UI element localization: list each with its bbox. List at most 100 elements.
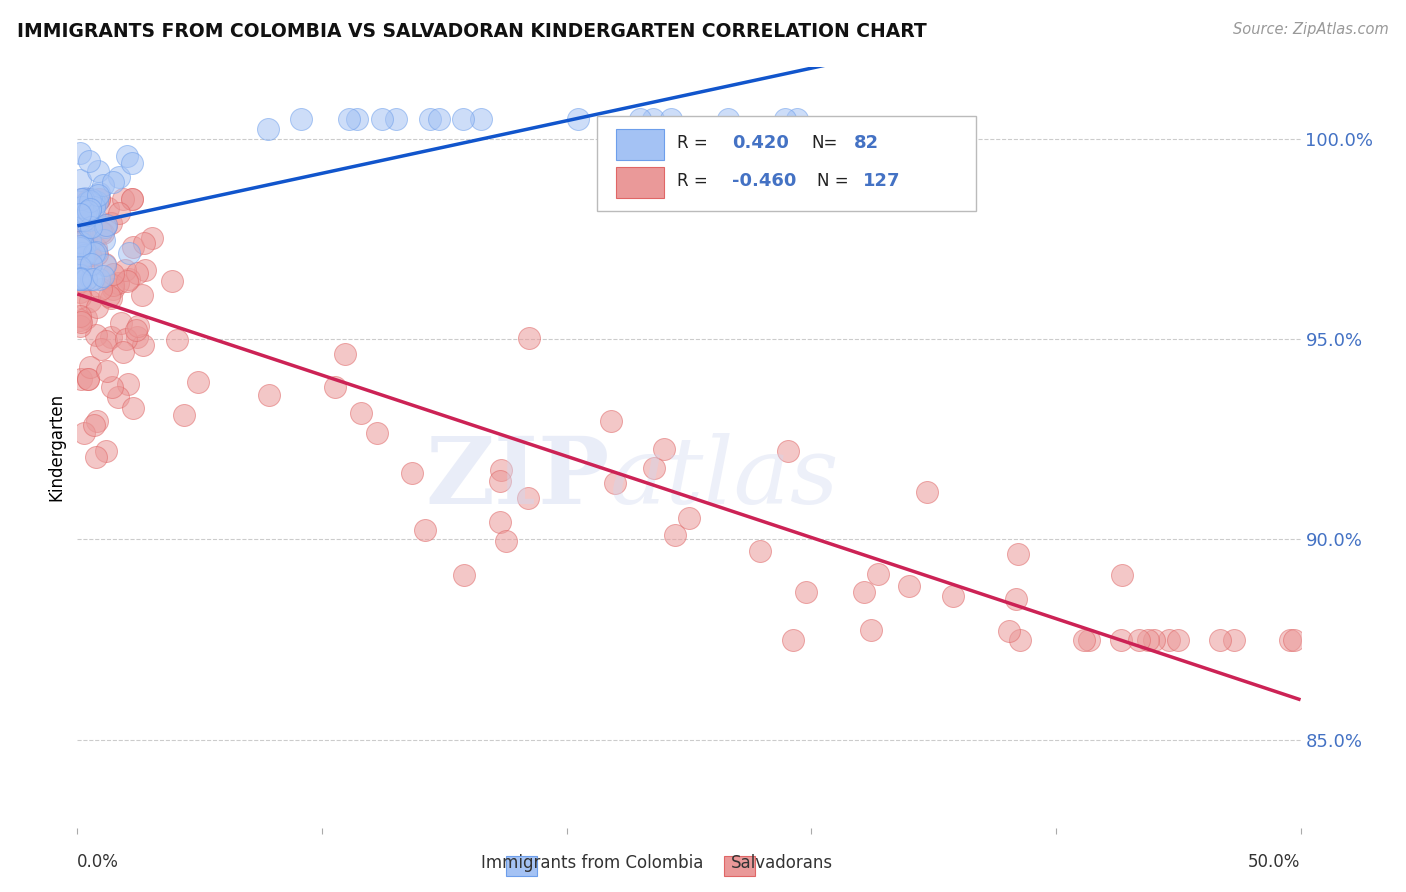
Point [470, 112, 492, 126]
Point [79, 359, 101, 374]
Point [121, 156, 143, 170]
Point [69, 318, 91, 333]
Point [141, 231, 163, 245]
Text: 82: 82 [853, 134, 879, 152]
Point [786, 112, 808, 126]
Point [80, 192, 103, 206]
Point [489, 463, 512, 477]
Point [605, 476, 627, 491]
Point [122, 240, 145, 254]
Point [998, 624, 1021, 638]
Point [87, 187, 110, 202]
Text: R =: R = [676, 172, 707, 190]
Bar [616, 129, 665, 160]
Point [69, 207, 91, 221]
Point [73, 191, 96, 205]
Point [72, 240, 94, 254]
Point [77, 192, 100, 206]
Point [112, 345, 135, 359]
Point [75, 196, 97, 211]
Point [125, 323, 148, 337]
Point [69, 208, 91, 222]
Point [80, 257, 103, 271]
Point [79, 202, 101, 216]
Bar [616, 168, 665, 198]
Point [69, 146, 91, 161]
Point [87, 272, 110, 286]
Point [115, 149, 138, 163]
Point [385, 112, 408, 126]
Point [132, 338, 155, 352]
Point [97, 201, 120, 215]
Point [70, 246, 93, 260]
Point [86, 300, 108, 314]
Point [107, 390, 129, 404]
Point [489, 474, 512, 488]
Point [69, 272, 91, 286]
Point [118, 272, 141, 286]
Point [401, 467, 423, 481]
Point [173, 408, 195, 422]
Point [76, 372, 98, 386]
Point [1073, 632, 1095, 647]
Point [101, 278, 124, 293]
Point [489, 515, 512, 529]
Point [69, 271, 91, 285]
Point [121, 192, 143, 206]
Point [69, 212, 91, 227]
Point [69, 309, 91, 323]
Point [84, 241, 107, 255]
Point [1007, 547, 1029, 561]
Point [76, 208, 98, 222]
FancyBboxPatch shape [598, 116, 976, 211]
Point [94, 258, 117, 272]
Point [516, 491, 538, 505]
Point [118, 245, 141, 260]
Point [69, 285, 91, 300]
Point [628, 112, 651, 126]
Point [72, 247, 94, 261]
Point [70, 272, 93, 286]
Point [108, 169, 131, 184]
Point [84, 244, 107, 259]
Point [1111, 567, 1133, 582]
Point [69, 173, 91, 187]
Point [290, 112, 312, 126]
Point [86, 414, 108, 428]
Point [782, 632, 804, 647]
Point [69, 272, 91, 286]
Text: 0.0%: 0.0% [77, 853, 120, 871]
Point [75, 231, 97, 245]
Point [100, 216, 122, 230]
Point [89, 192, 111, 206]
Point [1078, 632, 1101, 647]
Point [100, 291, 122, 305]
Point [70, 192, 93, 206]
Point [73, 426, 96, 441]
Point [72, 192, 94, 206]
Point [495, 533, 517, 548]
Point [94, 257, 117, 271]
Point [1209, 632, 1232, 647]
Text: -0.460: -0.460 [731, 172, 796, 190]
Point [1284, 632, 1306, 647]
Point [72, 213, 94, 227]
Point [86, 195, 108, 210]
Point [77, 220, 100, 235]
Point [101, 175, 124, 189]
Point [335, 347, 357, 361]
Point [69, 268, 91, 283]
Point [127, 318, 149, 333]
Point [79, 293, 101, 308]
Point [678, 510, 700, 524]
Point [131, 287, 153, 301]
Point [77, 213, 100, 227]
Point [415, 523, 437, 537]
Point [121, 192, 143, 206]
Point [91, 269, 114, 284]
Point [94, 218, 117, 232]
Point [108, 206, 131, 220]
Point [84, 195, 107, 210]
Point [419, 112, 441, 126]
Point [125, 266, 148, 280]
